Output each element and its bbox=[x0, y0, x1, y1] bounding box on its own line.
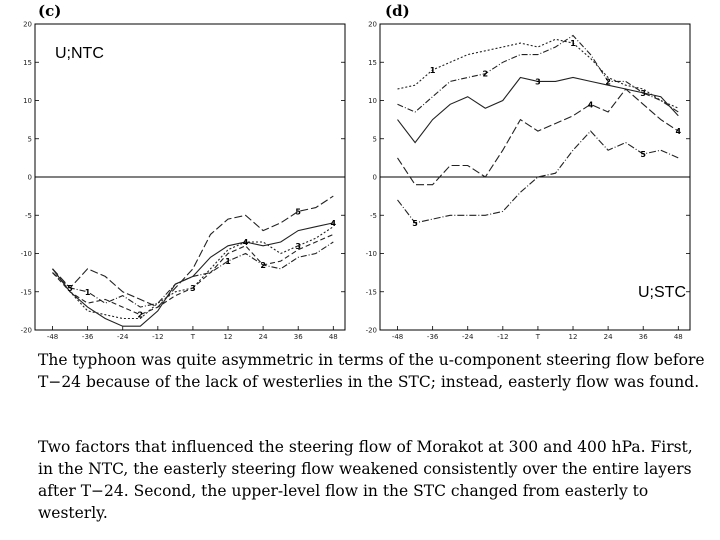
caption-paragraph-1: The typhoon was quite asymmetric in term… bbox=[38, 351, 705, 391]
series-label-3-c: 3 bbox=[295, 242, 301, 251]
series-line-5-c bbox=[52, 195, 334, 308]
y-tick-label-c: 10 bbox=[23, 97, 32, 105]
series-label-4-c: 4 bbox=[243, 238, 249, 247]
x-tick-label-d: -48 bbox=[392, 333, 403, 341]
series-label-4-c: 4 bbox=[331, 219, 337, 228]
x-tick-label-d: 12 bbox=[569, 333, 578, 341]
x-tick-label-d: -36 bbox=[427, 333, 439, 341]
series-line-2-d bbox=[397, 34, 679, 113]
y-tick-label-d: 5 bbox=[373, 135, 377, 143]
y-tick-label-d: -5 bbox=[370, 212, 377, 220]
y-tick-label-c: 5 bbox=[28, 135, 32, 143]
series-label-5-c: 5 bbox=[295, 207, 301, 216]
series-line-4-d bbox=[397, 88, 679, 186]
y-tick-label-d: -20 bbox=[366, 327, 377, 335]
x-tick-label-d: T bbox=[535, 333, 541, 341]
x-tick-label-c: 36 bbox=[294, 333, 303, 341]
y-tick-label-c: -20 bbox=[21, 327, 32, 335]
x-tick-label-c: -24 bbox=[117, 333, 129, 341]
series-label-5-d: 5 bbox=[640, 150, 646, 159]
y-tick-label-c: 0 bbox=[28, 174, 32, 182]
x-tick-label-c: -48 bbox=[47, 333, 58, 341]
series-line-3-d bbox=[397, 76, 679, 144]
region-label-c: U;NTC bbox=[55, 45, 104, 62]
series-label-2-c: 2 bbox=[260, 261, 266, 270]
x-tick-label-d: -24 bbox=[462, 333, 474, 341]
x-tick-label-d: 24 bbox=[604, 333, 613, 341]
y-tick-label-c: -5 bbox=[25, 212, 32, 220]
series-label-3-c: 3 bbox=[190, 284, 196, 293]
x-tick-label-c: 24 bbox=[259, 333, 268, 341]
series-label-1-d: 1 bbox=[570, 39, 576, 48]
panel-label-d: (d) bbox=[385, 2, 410, 20]
x-tick-label-c: -36 bbox=[82, 333, 94, 341]
series-label-2-c: 2 bbox=[137, 311, 143, 320]
x-tick-label-d: 36 bbox=[639, 333, 648, 341]
y-tick-label-c: -15 bbox=[21, 288, 32, 296]
caption-paragraph-2: Two factors that influenced the steering… bbox=[38, 438, 693, 522]
x-tick-label-c: 48 bbox=[329, 333, 338, 341]
y-tick-label-c: -10 bbox=[21, 250, 32, 258]
series-label-5-c: 5 bbox=[67, 284, 73, 293]
series-line-2-c bbox=[52, 233, 334, 316]
series-line-5-d bbox=[397, 130, 679, 224]
region-label-d: U;STC bbox=[638, 284, 686, 301]
series-label-1-c: 1 bbox=[85, 288, 91, 297]
x-tick-label-c: T bbox=[190, 333, 196, 341]
y-tick-label-d: 0 bbox=[373, 174, 377, 182]
y-tick-label-c: 15 bbox=[23, 59, 32, 67]
series-line-4-c bbox=[52, 222, 334, 327]
series-label-3-d: 3 bbox=[535, 77, 541, 86]
series-label-2-d: 2 bbox=[482, 70, 488, 79]
y-tick-label-d: -15 bbox=[366, 288, 377, 296]
y-tick-label-d: 10 bbox=[368, 97, 377, 105]
series-line-1-c bbox=[52, 241, 334, 308]
y-tick-label-d: 15 bbox=[368, 59, 377, 67]
series-label-4-d: 4 bbox=[588, 100, 594, 109]
series-label-1-c: 1 bbox=[225, 257, 231, 266]
series-label-2-d: 2 bbox=[605, 77, 611, 86]
y-tick-label-d: -10 bbox=[366, 250, 377, 258]
panel-label-c: (c) bbox=[38, 2, 61, 20]
series-line-3-c bbox=[52, 226, 334, 320]
x-tick-label-d: 48 bbox=[674, 333, 683, 341]
series-label-5-d: 5 bbox=[412, 219, 418, 228]
y-tick-label-d: 20 bbox=[368, 21, 377, 29]
x-tick-label-c: 12 bbox=[224, 333, 233, 341]
series-label-1-d: 1 bbox=[430, 66, 436, 75]
series-label-4-d: 4 bbox=[676, 127, 682, 136]
x-tick-label-c: -12 bbox=[152, 333, 163, 341]
y-tick-label-c: 20 bbox=[23, 21, 32, 29]
x-tick-label-d: -12 bbox=[497, 333, 508, 341]
series-label-3-d: 3 bbox=[640, 89, 646, 98]
